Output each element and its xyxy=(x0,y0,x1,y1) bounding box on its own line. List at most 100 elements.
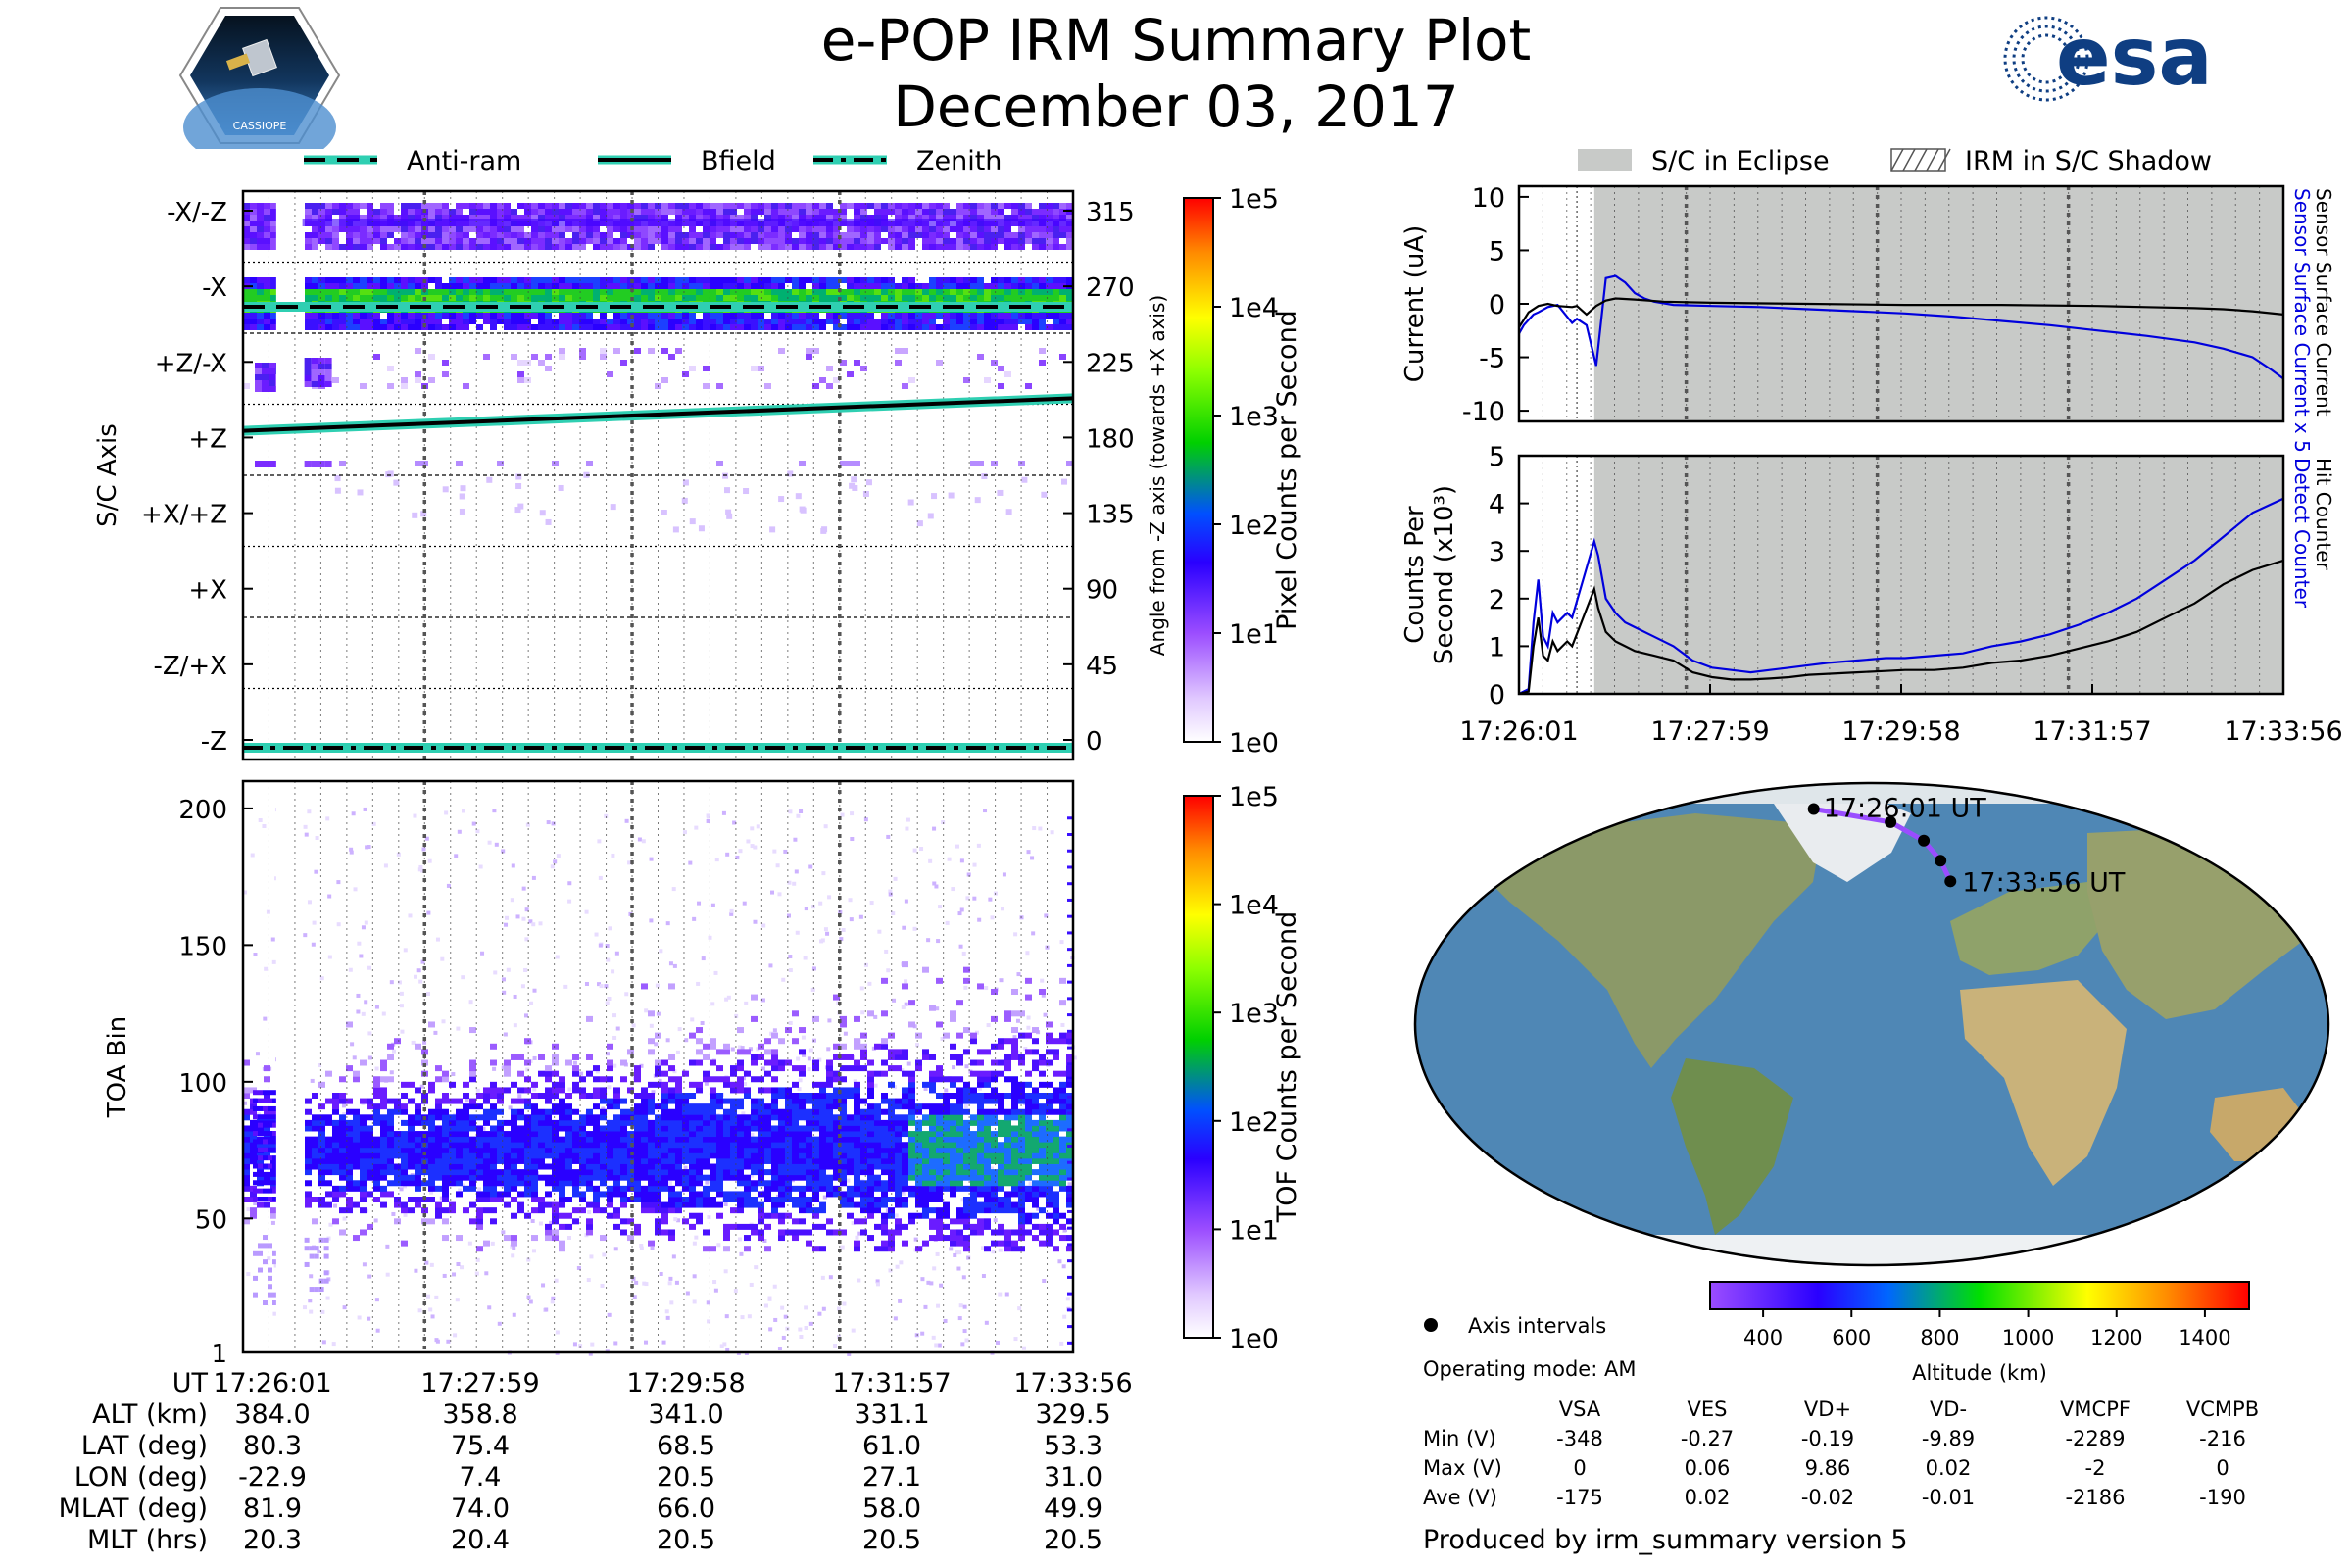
x-tick-label: 17:31:57 xyxy=(2033,716,2151,747)
colorbar-tick-label: 1e4 xyxy=(1229,891,1279,921)
ephemeris-value: 27.1 xyxy=(862,1462,921,1493)
ephemeris-value: 331.1 xyxy=(854,1399,929,1430)
colorbar-pixel-counts xyxy=(1183,197,1214,743)
legend-item-bfield: Bfield xyxy=(598,146,776,176)
colorbar-tick-label: 1e2 xyxy=(1229,511,1279,541)
voltage-value: -0.02 xyxy=(1801,1486,1854,1509)
voltage-value: 0.02 xyxy=(1685,1486,1731,1509)
voltage-header: VMCPF xyxy=(2060,1397,2131,1421)
colorbar-tick-label: 1e0 xyxy=(1229,728,1279,759)
y-tick-label: 1 xyxy=(211,1340,227,1369)
ephemeris-value: 17:29:58 xyxy=(626,1368,745,1398)
sensor-current-plot: 10 5 0 -5 -10 Current (uA) Sensor Surface Curr… xyxy=(1400,183,2335,453)
altitude-colorbar xyxy=(1709,1281,2250,1310)
altitude-tick-label: 600 xyxy=(1832,1326,1871,1349)
colorbar-label: Pixel Counts per Second xyxy=(1272,310,1302,630)
colorbar-tick-label: 1e2 xyxy=(1229,1107,1279,1138)
legend-label: S/C in Eclipse xyxy=(1651,146,1830,176)
mission-logo-text: CASSIOPE xyxy=(233,120,287,132)
legend-label: Anti-ram xyxy=(407,146,521,176)
eclipse-region xyxy=(1593,456,2283,694)
legend-item-anti-ram: Anti-ram xyxy=(304,146,521,176)
y2-axis-label: Sensor Surface Current xyxy=(2312,188,2335,416)
voltage-header: VD+ xyxy=(1804,1397,1851,1421)
colorbar-tick-label: 1e3 xyxy=(1229,402,1279,432)
track-start-label: 17:26:01 UT xyxy=(1824,794,1987,824)
ephemeris-value: 75.4 xyxy=(451,1431,510,1461)
ephemeris-row-label: UT xyxy=(172,1368,209,1398)
track-end-label: 17:33:56 UT xyxy=(1962,867,2126,898)
y-category-label: -X xyxy=(202,273,227,303)
ephemeris-value: 80.3 xyxy=(243,1431,302,1461)
series-line-detect-counter xyxy=(1518,497,2284,695)
voltage-value: 0.06 xyxy=(1685,1456,1731,1480)
africa xyxy=(1960,980,2127,1186)
y2-tick-label: 315 xyxy=(1086,198,1135,227)
voltage-value: 0 xyxy=(1573,1456,1586,1480)
ephemeris-value: 58.0 xyxy=(862,1494,921,1524)
south-america xyxy=(1671,1058,1793,1235)
ephemeris-value: 20.5 xyxy=(657,1462,715,1493)
y-tick-label: 200 xyxy=(178,796,227,825)
ephemeris-value: 20.5 xyxy=(1044,1525,1102,1555)
ephemeris-table: UT 17:26:01 17:27:59 17:29:58 17:31:57 17:33:… xyxy=(59,1368,1133,1555)
altitude-tick-label: 400 xyxy=(1743,1326,1783,1349)
legend-item-eclipse: S/C in Eclipse xyxy=(1578,146,1830,176)
y-tick-label: 3 xyxy=(1489,537,1505,567)
y-axis-label: Counts Per xyxy=(1400,506,1430,644)
axis-intervals-label: Axis intervals xyxy=(1468,1314,1606,1338)
ephemeris-row-label: MLAT (deg) xyxy=(59,1494,208,1524)
colorbar-tick-label: 1e0 xyxy=(1229,1324,1279,1354)
ephemeris-row-label: MLT (hrs) xyxy=(87,1525,208,1555)
altitude-colorbar-area: 400 600 800 1000 1200 1400 Altitude (km) Axis… xyxy=(1423,1281,2250,1385)
altitude-tick-label: 1200 xyxy=(2090,1326,2142,1349)
y-category-label: +Z/-X xyxy=(155,349,227,378)
y-category-label: -Z xyxy=(201,727,227,757)
map-frame xyxy=(1413,781,2330,1267)
y-tick-label: -10 xyxy=(1462,397,1505,427)
voltage-value: -0.19 xyxy=(1801,1427,1854,1450)
axis-intervals-marker xyxy=(1424,1318,1438,1332)
sc-axis-heatmap: -X/-Z -X +Z/-X +Z +X/+Z +X -Z/+X -Z 315 270 225 180… xyxy=(93,189,1169,761)
y-axis-label: Current (uA) xyxy=(1400,225,1430,382)
ephemeris-value: 358.8 xyxy=(442,1399,517,1430)
ephemeris-value: 61.0 xyxy=(862,1431,921,1461)
ephemeris-value: 20.4 xyxy=(451,1525,510,1555)
y2-tick-label: 225 xyxy=(1086,349,1135,378)
y-tick-label: 4 xyxy=(1489,490,1505,520)
voltage-value: -2 xyxy=(2085,1456,2106,1480)
track-point xyxy=(1885,815,1897,828)
mission-logo: CASSIOPE xyxy=(178,7,341,149)
ephemeris-value: 74.0 xyxy=(451,1494,510,1524)
ephemeris-value: 17:31:57 xyxy=(832,1368,951,1398)
ephemeris-value: 20.5 xyxy=(862,1525,921,1555)
left-charts: Anti-ram Bfield Zenith -X/-Z -X +Z/-X +Z +X/+Z +… xyxy=(93,146,1302,1369)
y-axis-label: Second (x10³) xyxy=(1430,485,1459,664)
legend-item-zenith: Zenith xyxy=(813,146,1002,176)
altitude-tick-label: 1400 xyxy=(2179,1326,2230,1349)
voltage-value: -0.27 xyxy=(1681,1427,1734,1450)
antarctica xyxy=(1415,1235,2328,1265)
footer-text: Produced by irm_summary version 5 xyxy=(1423,1525,1908,1555)
x-tick-label: 17:29:58 xyxy=(1841,716,1960,747)
colorbar-tof-counts xyxy=(1183,795,1214,1339)
y2-tick-label: 135 xyxy=(1086,501,1135,530)
legend-label: IRM in S/C Shadow xyxy=(1965,146,2212,176)
ephemeris-value: 341.0 xyxy=(648,1399,723,1430)
colorbar-label: TOF Counts per Second xyxy=(1272,911,1302,1224)
ephemeris-value: 20.5 xyxy=(657,1525,715,1555)
ephemeris-value: 68.5 xyxy=(657,1431,715,1461)
ephemeris-row-label: ALT (km) xyxy=(92,1399,208,1430)
y-category-label: +X/+Z xyxy=(141,501,227,530)
voltage-header: VES xyxy=(1688,1397,1728,1421)
ephemeris-value: 7.4 xyxy=(460,1462,502,1493)
ephemeris-value: 384.0 xyxy=(234,1399,310,1430)
eclipse-region xyxy=(1593,186,2283,421)
y-tick-label: -5 xyxy=(1479,344,1505,374)
y-tick-label: 10 xyxy=(1472,183,1505,214)
voltage-row-label: Min (V) xyxy=(1423,1427,1496,1450)
voltage-value: 0.02 xyxy=(1926,1456,1972,1480)
y2-tick-label: 45 xyxy=(1086,652,1118,681)
ephemeris-row-label: LAT (deg) xyxy=(81,1431,208,1461)
voltage-header: VSA xyxy=(1559,1397,1601,1421)
